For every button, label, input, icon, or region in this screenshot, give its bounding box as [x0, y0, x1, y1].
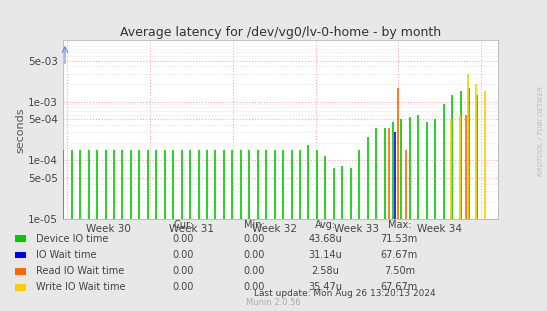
Text: RRDTOOL / TOBI OETIKER: RRDTOOL / TOBI OETIKER	[538, 86, 544, 176]
Text: IO Wait time: IO Wait time	[36, 250, 96, 260]
Text: Max:: Max:	[388, 220, 411, 230]
Text: 0.00: 0.00	[172, 234, 194, 244]
Text: 31.14u: 31.14u	[309, 250, 342, 260]
Text: Device IO time: Device IO time	[36, 234, 108, 244]
Text: 7.50m: 7.50m	[384, 266, 415, 276]
Text: 2.58u: 2.58u	[312, 266, 339, 276]
Text: 35.47u: 35.47u	[309, 282, 342, 292]
Text: 43.68u: 43.68u	[309, 234, 342, 244]
Text: 0.00: 0.00	[172, 266, 194, 276]
Text: Read IO Wait time: Read IO Wait time	[36, 266, 124, 276]
Text: 71.53m: 71.53m	[381, 234, 418, 244]
Text: Avg:: Avg:	[315, 220, 336, 230]
Text: Write IO Wait time: Write IO Wait time	[36, 282, 125, 292]
Text: Munin 2.0.56: Munin 2.0.56	[246, 298, 301, 307]
Text: 0.00: 0.00	[243, 250, 265, 260]
Text: 0.00: 0.00	[243, 266, 265, 276]
Text: 0.00: 0.00	[172, 250, 194, 260]
Text: Last update: Mon Aug 26 13:20:13 2024: Last update: Mon Aug 26 13:20:13 2024	[254, 290, 435, 298]
Text: 0.00: 0.00	[172, 282, 194, 292]
Text: 0.00: 0.00	[243, 282, 265, 292]
Text: Min:: Min:	[244, 220, 265, 230]
Y-axis label: seconds: seconds	[15, 107, 25, 153]
Text: 67.67m: 67.67m	[381, 250, 418, 260]
Text: 0.00: 0.00	[243, 234, 265, 244]
Title: Average latency for /dev/vg0/lv-0-home - by month: Average latency for /dev/vg0/lv-0-home -…	[120, 26, 441, 39]
Text: 67.67m: 67.67m	[381, 282, 418, 292]
Text: Cur:: Cur:	[173, 220, 193, 230]
